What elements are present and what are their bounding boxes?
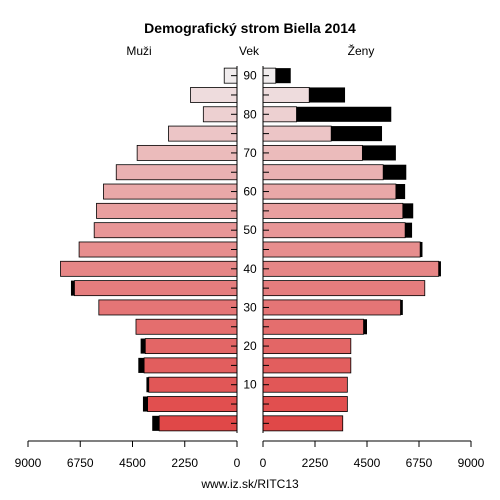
female-bar bbox=[262, 357, 352, 374]
female-excess-bar bbox=[331, 126, 383, 142]
age-tick-label: 60 bbox=[243, 185, 257, 199]
female-x-tick-label: 0 bbox=[260, 456, 267, 470]
female-bar bbox=[262, 183, 397, 200]
male-bar bbox=[115, 164, 238, 181]
male-bar bbox=[190, 87, 238, 103]
male-excess-bar bbox=[142, 396, 148, 412]
male-bar bbox=[96, 202, 238, 219]
male-bar bbox=[144, 338, 238, 355]
female-bar bbox=[262, 125, 332, 142]
female-bar bbox=[262, 376, 348, 393]
female-bar bbox=[262, 280, 426, 297]
source-footer: www.iz.sk/RITC13 bbox=[200, 477, 299, 491]
female-excess-bar bbox=[402, 203, 414, 219]
female-excess-bar bbox=[296, 106, 392, 122]
female-excess-bar bbox=[420, 241, 423, 258]
female-excess-bar bbox=[400, 299, 403, 315]
male-x-axis: 0 2250 4500 6750 9000 bbox=[15, 440, 241, 470]
female-x-tick-label: 9000 bbox=[458, 456, 485, 470]
male-bar bbox=[147, 396, 238, 412]
age-tick-label: 10 bbox=[243, 378, 257, 392]
male-x-tick-label: 9000 bbox=[15, 456, 42, 470]
age-tick-label: 50 bbox=[243, 223, 257, 237]
male-bars bbox=[60, 67, 238, 432]
female-x-axis: 0 2250 4500 6750 9000 bbox=[260, 440, 485, 470]
male-x-tick-label: 6750 bbox=[67, 456, 94, 470]
female-bars bbox=[262, 67, 441, 432]
male-bar bbox=[148, 376, 238, 393]
male-excess-bar bbox=[152, 415, 160, 431]
female-excess-bar bbox=[363, 319, 367, 335]
age-tick-label: 80 bbox=[243, 107, 257, 121]
male-x-tick-label: 4500 bbox=[119, 456, 146, 470]
female-excess-bar bbox=[438, 261, 441, 277]
age-tick-label: 40 bbox=[243, 262, 257, 276]
female-bar bbox=[262, 87, 310, 103]
male-excess-bar bbox=[138, 357, 145, 373]
male-bar bbox=[78, 241, 238, 258]
female-bar bbox=[262, 338, 352, 355]
female-bar bbox=[262, 260, 440, 277]
female-label: Ženy bbox=[348, 43, 375, 58]
male-bar bbox=[135, 318, 238, 335]
male-bar bbox=[93, 222, 238, 239]
age-tick-label: 30 bbox=[243, 300, 257, 314]
female-bar bbox=[262, 202, 404, 219]
age-label: Vek bbox=[239, 44, 260, 58]
male-x-tick-label: 2250 bbox=[171, 456, 198, 470]
female-bar bbox=[262, 241, 421, 258]
male-bar bbox=[158, 415, 238, 432]
female-bar bbox=[262, 144, 363, 161]
male-excess-bar bbox=[146, 377, 149, 393]
male-bar bbox=[103, 183, 238, 200]
female-x-tick-label: 6750 bbox=[406, 456, 433, 470]
female-excess-bar bbox=[362, 145, 396, 161]
age-tick-label: 90 bbox=[243, 69, 257, 83]
female-excess-bar bbox=[275, 68, 291, 84]
female-excess-bar bbox=[405, 222, 413, 238]
female-bar bbox=[262, 415, 344, 432]
male-bar bbox=[168, 125, 238, 142]
male-bar bbox=[143, 357, 238, 374]
age-tick-label: 70 bbox=[243, 146, 257, 160]
male-excess-bar bbox=[70, 280, 75, 296]
female-bar bbox=[262, 164, 384, 181]
chart-title: Demografický strom Biella 2014 bbox=[144, 20, 356, 36]
female-x-tick-label: 4500 bbox=[354, 456, 381, 470]
female-excess-bar bbox=[383, 164, 407, 180]
male-bar bbox=[60, 260, 238, 277]
female-bar bbox=[262, 318, 364, 335]
male-bar bbox=[98, 299, 238, 316]
male-bar bbox=[74, 280, 238, 297]
female-bar bbox=[262, 299, 401, 316]
female-excess-bar bbox=[309, 87, 346, 103]
female-bar bbox=[262, 396, 348, 412]
male-x-tick-label: 0 bbox=[234, 456, 241, 470]
male-label: Muži bbox=[126, 44, 151, 58]
male-excess-bar bbox=[140, 338, 146, 354]
male-bar bbox=[136, 144, 238, 161]
female-bar bbox=[262, 222, 406, 239]
female-excess-bar bbox=[395, 184, 406, 200]
age-tick-label: 20 bbox=[243, 339, 257, 353]
age-axis: 10 20 30 40 50 60 70 80 90 bbox=[231, 66, 269, 433]
female-x-tick-label: 2250 bbox=[302, 456, 329, 470]
